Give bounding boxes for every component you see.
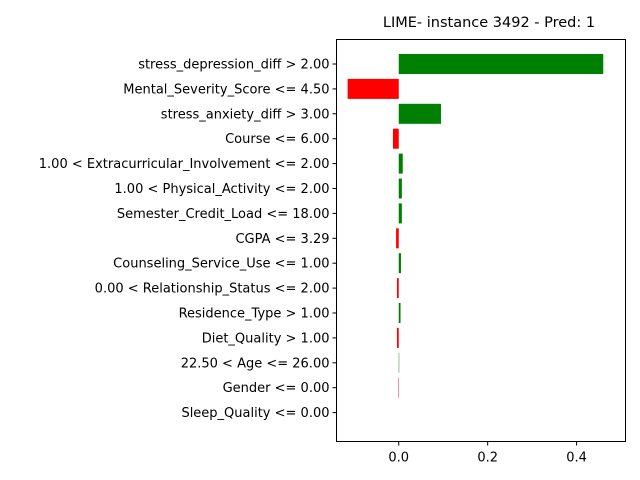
x-tick-label: 0.4 bbox=[566, 451, 587, 466]
bar bbox=[398, 303, 401, 323]
bar bbox=[396, 327, 399, 348]
bar bbox=[396, 228, 399, 249]
y-tick-label: Mental_Severity_Score <= 4.50 bbox=[123, 82, 329, 97]
y-tick-label: stress_depression_diff > 2.00 bbox=[138, 58, 329, 73]
bar bbox=[398, 103, 441, 124]
bar bbox=[398, 54, 604, 74]
bar bbox=[396, 278, 399, 299]
y-tick-label: Residence_Type > 1.00 bbox=[179, 307, 330, 322]
y-tick-label: 0.00 < Relationship_Status <= 2.00 bbox=[95, 282, 330, 297]
bar bbox=[398, 253, 401, 274]
plot-frame bbox=[336, 39, 626, 442]
x-ticks: 0.0 0.2 0.4 bbox=[388, 441, 587, 466]
y-tick-label: 1.00 < Physical_Activity <= 2.00 bbox=[114, 182, 329, 197]
y-tick-label: Semester_Credit_Load <= 18.00 bbox=[117, 207, 330, 222]
bar bbox=[398, 178, 402, 199]
y-tick-label: Counseling_Service_Use <= 1.00 bbox=[113, 257, 329, 272]
y-tick-labels: stress_depression_diff > 2.00 Mental_Seve… bbox=[39, 58, 337, 421]
bar bbox=[392, 128, 399, 149]
y-tick-label: Diet_Quality > 1.00 bbox=[202, 331, 330, 346]
y-tick-label: Course <= 6.00 bbox=[225, 132, 329, 147]
bar bbox=[398, 153, 403, 174]
y-tick-label: Gender <= 0.00 bbox=[223, 381, 330, 396]
x-tick-label: 0.2 bbox=[477, 451, 498, 466]
bar bbox=[347, 78, 399, 99]
y-tick-label: 1.00 < Extracurricular_Involvement <= 2.… bbox=[39, 157, 330, 172]
y-tick-label: 22.50 < Age <= 26.00 bbox=[181, 356, 330, 371]
x-tick-label: 0.0 bbox=[388, 451, 409, 466]
chart-title: LIME- instance 3492 - Pred: 1 bbox=[383, 15, 595, 31]
y-tick-label: CGPA <= 3.29 bbox=[235, 232, 329, 247]
bar bbox=[398, 203, 402, 224]
y-tick-label: stress_anxiety_diff > 3.00 bbox=[161, 107, 330, 122]
y-tick-label: Sleep_Quality <= 0.00 bbox=[181, 406, 329, 421]
bars-group bbox=[347, 54, 604, 398]
